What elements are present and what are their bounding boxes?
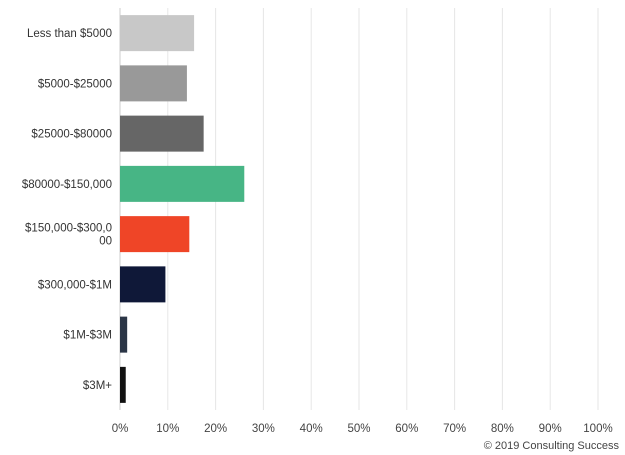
x-tick-labels: 0% 10% 20% 30% 40% 50% 60% 70% 80% 90% 100% bbox=[112, 423, 613, 435]
category-label: $80000-$150,000 bbox=[22, 179, 112, 191]
bar bbox=[120, 165, 245, 202]
x-tick-label: 80% bbox=[491, 423, 514, 435]
category-label: $150,000-$300,0 00 bbox=[25, 223, 112, 248]
x-tick-label: 0% bbox=[112, 423, 129, 435]
bar bbox=[120, 115, 204, 152]
bars bbox=[120, 15, 245, 403]
bar bbox=[120, 216, 190, 253]
bar bbox=[120, 15, 195, 52]
bar bbox=[120, 316, 128, 353]
category-label: $25000-$80000 bbox=[31, 129, 112, 141]
category-label: $1M-$3M bbox=[63, 330, 112, 342]
category-label: $5000-$25000 bbox=[38, 78, 112, 90]
category-label: $300,000-$1M bbox=[38, 279, 112, 291]
category-label: $3M+ bbox=[83, 380, 112, 392]
bar bbox=[120, 366, 126, 403]
category-label: Less than $5000 bbox=[27, 28, 112, 40]
x-tick-label: 60% bbox=[395, 423, 418, 435]
x-tick-label: 20% bbox=[204, 423, 227, 435]
x-tick-label: 10% bbox=[156, 423, 179, 435]
x-tick-label: 100% bbox=[583, 423, 612, 435]
bar bbox=[120, 65, 187, 102]
copyright-credit: © 2019 Consulting Success bbox=[483, 440, 619, 452]
grid-lines bbox=[119, 8, 599, 410]
category-labels: Less than $5000 $5000-$25000 $25000-$80000… bbox=[22, 28, 112, 392]
x-tick-label: 30% bbox=[252, 423, 275, 435]
bar bbox=[120, 266, 166, 303]
x-tick-label: 50% bbox=[347, 423, 370, 435]
x-tick-label: 40% bbox=[300, 423, 323, 435]
x-tick-label: 70% bbox=[443, 423, 466, 435]
x-tick-label: 90% bbox=[539, 423, 562, 435]
